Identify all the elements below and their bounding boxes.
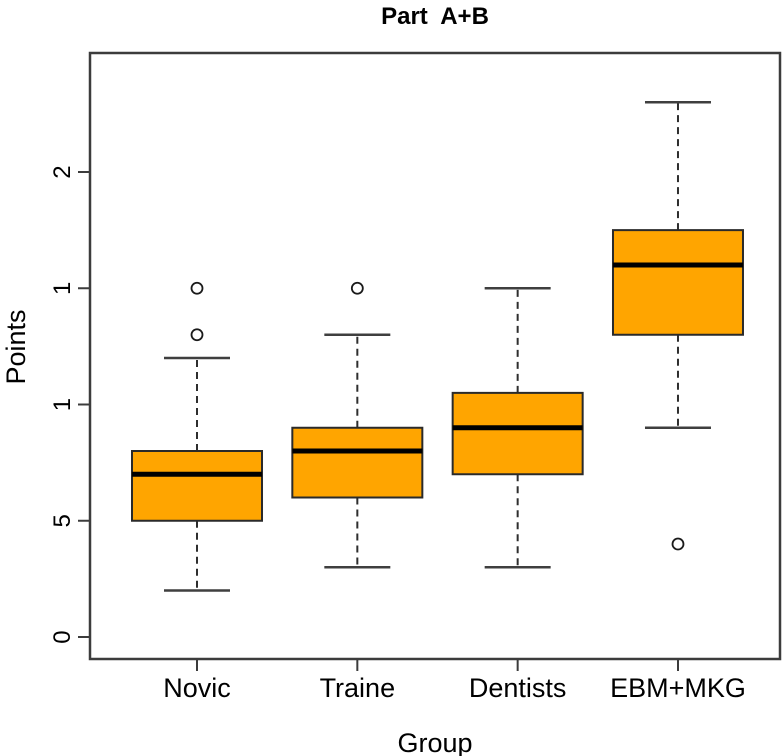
y-axis-ticks: 0 5 1 1 2 [49,165,90,644]
plot-area-border [88,51,782,661]
outlier-point [350,281,364,295]
outlier-point [671,537,685,551]
chart-title: Part A+B [381,3,489,30]
x-category-label-ebm-mkg: EBM+MKG [610,673,746,703]
box-group-dentists [451,287,584,569]
box-group-traine [291,281,424,569]
box-group-novic [131,281,263,592]
iqr-box [131,450,263,522]
iqr-box [451,391,584,476]
y-axis-label: Points [1,309,31,384]
y-tick-label: 5 [49,514,76,527]
y-tick-label: 1 [49,282,76,295]
outlier-point [190,328,204,342]
outlier-point [190,281,204,295]
x-category-label-dentists: Dentists [469,673,567,703]
x-category-label-novic: Novic [163,673,231,703]
x-axis-label: Group [397,728,472,756]
y-tick-label: 2 [49,165,76,178]
y-tick-label: 0 [49,630,76,643]
iqr-box [611,229,744,336]
box-group-ebm-mkg [611,101,744,551]
iqr-box [291,426,424,499]
x-category-label-traine: Traine [320,673,396,703]
x-axis-ticks: Novic Traine Dentists EBM+MKG [163,659,746,703]
y-tick-label: 1 [49,398,76,411]
box-series [131,101,744,592]
